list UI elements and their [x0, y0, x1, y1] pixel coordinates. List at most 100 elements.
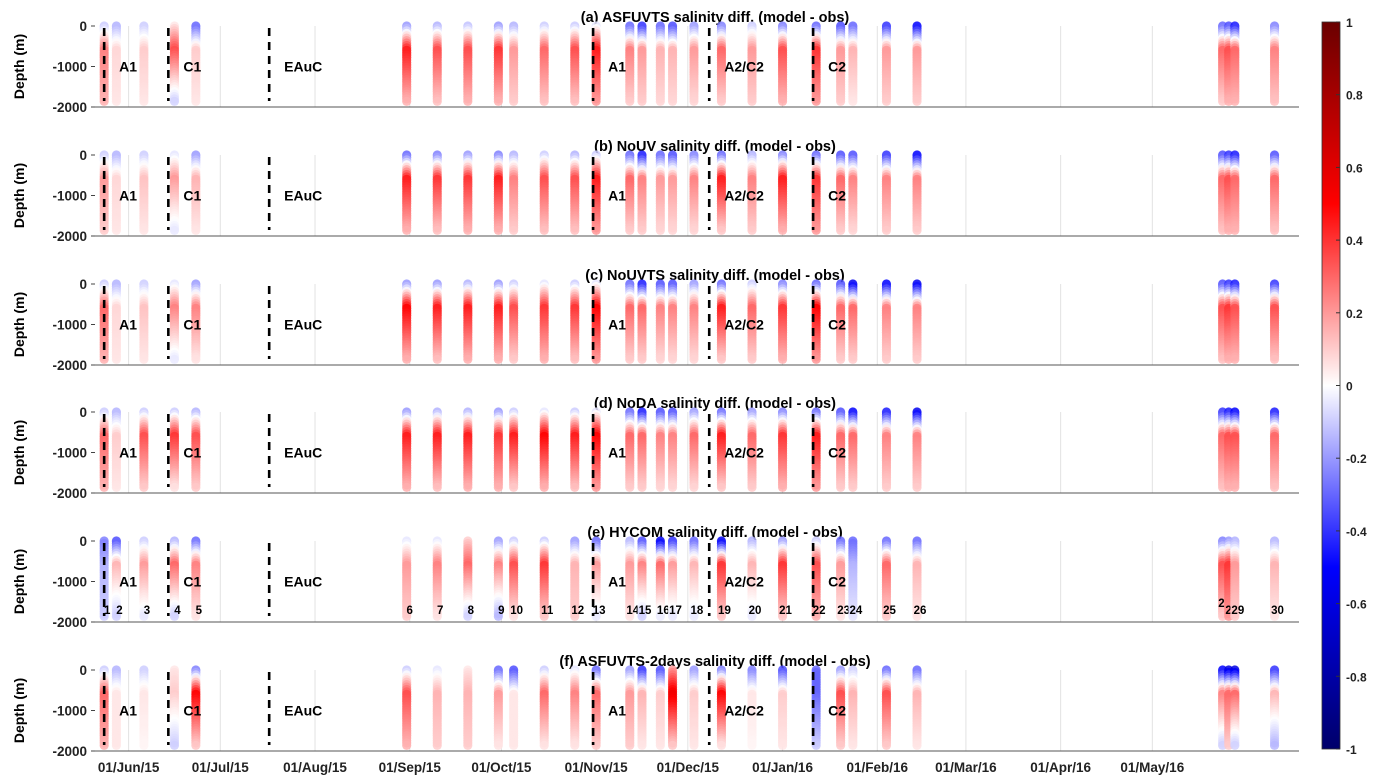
y-tick-label: 0 — [79, 148, 87, 163]
y-tick-label: -1000 — [52, 575, 87, 590]
profile-8 — [463, 279, 473, 364]
regime-label: A1 — [608, 317, 626, 333]
data-point — [655, 354, 665, 364]
profile-id-label: 6 — [406, 605, 412, 617]
data-point — [509, 96, 519, 106]
panel-title: (e) HYCOM salinity diff. (model - obs) — [587, 525, 843, 541]
data-point — [111, 96, 121, 106]
data-point — [836, 96, 846, 106]
data-point — [912, 96, 922, 106]
profile-6 — [402, 150, 412, 235]
profile-15 — [637, 279, 647, 364]
data-point — [655, 225, 665, 235]
profile-3 — [139, 150, 149, 235]
profile-17 — [667, 279, 678, 364]
regime-label: C1 — [183, 445, 201, 461]
profile-6 — [402, 279, 412, 364]
profile-4 — [169, 150, 180, 235]
data-point — [637, 225, 647, 235]
data-point — [716, 354, 727, 364]
data-point — [747, 96, 757, 106]
regime-label: EAuC — [284, 188, 322, 204]
data-point — [689, 96, 699, 106]
regime-label: C2 — [828, 188, 846, 204]
data-point — [139, 225, 149, 235]
panel-d: (d) NoDA salinity diff. (model - obs)Dep… — [11, 396, 1299, 501]
profile-id-label: 23 — [837, 605, 850, 617]
profile-26 — [912, 407, 922, 492]
data-point — [1230, 96, 1240, 106]
data-point — [848, 96, 858, 106]
y-tick-label: 0 — [79, 405, 87, 420]
profile-11 — [539, 150, 549, 235]
data-point — [625, 225, 635, 235]
profile-17 — [667, 150, 678, 235]
data-point — [539, 354, 549, 364]
profile-19 — [716, 279, 727, 364]
profile-19 — [716, 21, 727, 106]
data-point — [689, 225, 699, 235]
data-point — [169, 96, 180, 106]
data-point — [432, 225, 442, 235]
profile-id-label: 8 — [468, 605, 475, 617]
profile-id-label: 13 — [593, 605, 606, 617]
y-tick-label: -1000 — [52, 318, 87, 333]
data-point — [570, 482, 580, 492]
data-point — [570, 354, 580, 364]
profile-id-label: 24 — [849, 605, 862, 617]
panels-group: (a) ASFUVTS salinity diff. (model - obs)… — [11, 10, 1299, 759]
data-point — [169, 354, 180, 364]
data-point — [139, 482, 149, 492]
data-point — [139, 354, 149, 364]
data-point — [509, 225, 519, 235]
data-point — [1269, 482, 1280, 492]
data-point — [493, 225, 503, 235]
data-point — [625, 354, 635, 364]
profile-6 — [402, 407, 412, 492]
profile-30 — [1269, 150, 1280, 235]
profile-9 — [493, 21, 503, 106]
profile-5 — [191, 279, 201, 364]
profile-2 — [111, 407, 121, 492]
data-point — [402, 96, 412, 106]
profile-id-label: 2 — [116, 605, 122, 617]
data-point — [836, 225, 846, 235]
profile-7 — [432, 407, 442, 492]
profile-21 — [777, 21, 788, 106]
data-point — [777, 225, 788, 235]
data-point — [139, 96, 149, 106]
profile-11 — [539, 407, 549, 492]
profile-23 — [836, 279, 846, 364]
profile-id-label: 5 — [196, 605, 203, 617]
regime-label: C1 — [183, 59, 201, 75]
profile-12 — [570, 150, 580, 235]
profile-29 — [1230, 279, 1240, 364]
data-point — [493, 482, 503, 492]
data-point — [1230, 354, 1240, 364]
regime-label: A2/C2 — [724, 59, 764, 75]
profile-5 — [191, 150, 201, 235]
profile-26 — [912, 150, 922, 235]
profile-20 — [747, 21, 757, 106]
profile-16 — [655, 21, 665, 106]
data-point — [777, 96, 788, 106]
profile-14 — [625, 150, 635, 235]
data-point — [848, 482, 858, 492]
profile-30 — [1269, 279, 1280, 364]
regime-label: A1 — [119, 445, 137, 461]
profile-25 — [881, 150, 892, 235]
profile-5 — [191, 407, 201, 492]
data-point — [637, 354, 647, 364]
profile-24 — [848, 21, 858, 106]
data-point — [99, 482, 109, 492]
data-point — [1230, 482, 1240, 492]
profile-id-label: 22 — [813, 605, 826, 617]
profile-id-label: 25 — [883, 605, 896, 617]
data-point — [747, 482, 757, 492]
data-point — [637, 96, 647, 106]
profile-3 — [139, 279, 149, 364]
regime-label: A2/C2 — [724, 188, 764, 204]
profile-14 — [625, 407, 635, 492]
profile-24 — [848, 279, 858, 364]
data-point — [1269, 96, 1280, 106]
